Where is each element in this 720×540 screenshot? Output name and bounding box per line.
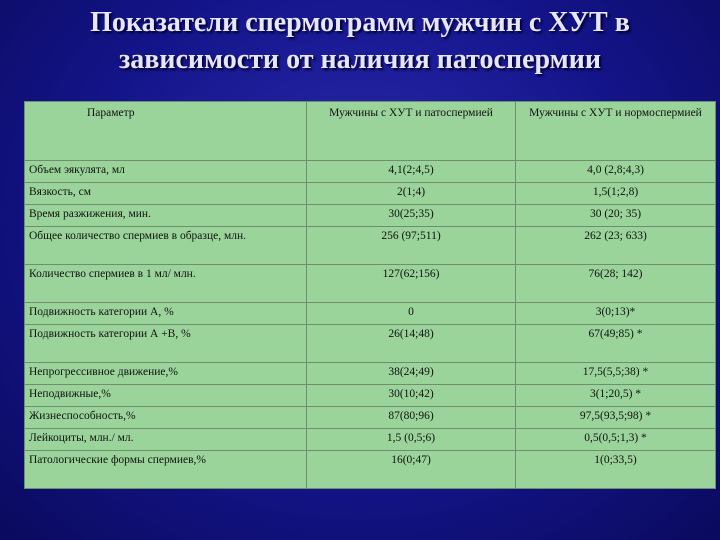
semen-parameters-table: Параметр Мужчины с ХУТ и патоспермией Му… [24, 101, 716, 489]
row-normospermia-value: 3(1;20,5) * [515, 384, 716, 407]
row-parameter: Общее количество спермиев в образце, млн… [24, 226, 307, 265]
table-row: Жизнеспособность,% 87(80;96) 97,5(93,5;9… [24, 406, 716, 429]
row-pathospermia-value: 16(0;47) [306, 450, 516, 489]
table-row: Подвижность категории А, % 0 3(0;13)* [24, 302, 716, 325]
table-row: Патологические формы спермиев,% 16(0;47)… [24, 450, 716, 489]
row-normospermia-value: 30 (20; 35) [515, 204, 716, 227]
row-pathospermia-value: 0 [306, 302, 516, 325]
table-row: Непрогрессивное движение,% 38(24;49) 17,… [24, 362, 716, 385]
table-row: Время разжижения, мин. 30(25;35) 30 (20;… [24, 204, 716, 227]
row-parameter: Подвижность категории А +В, % [24, 324, 307, 363]
table-row: Подвижность категории А +В, % 26(14;48) … [24, 324, 716, 363]
row-parameter: Лейкоциты, млн./ мл. [24, 428, 307, 451]
row-parameter: Вязкость, см [24, 182, 307, 205]
table-row: Общее количество спермиев в образце, млн… [24, 226, 716, 265]
header-parameter: Параметр [24, 101, 307, 161]
row-pathospermia-value: 127(62;156) [306, 264, 516, 303]
row-parameter: Жизнеспособность,% [24, 406, 307, 429]
row-normospermia-value: 4,0 (2,8;4,3) [515, 160, 716, 183]
row-normospermia-value: 3(0;13)* [515, 302, 716, 325]
row-parameter: Объем эякулята, мл [24, 160, 307, 183]
row-pathospermia-value: 26(14;48) [306, 324, 516, 363]
table-row: Количество спермиев в 1 мл/ млн. 127(62;… [24, 264, 716, 303]
row-pathospermia-value: 4,1(2;4,5) [306, 160, 516, 183]
row-parameter: Патологические формы спермиев,% [24, 450, 307, 489]
table-row: Неподвижные,% 30(10;42) 3(1;20,5) * [24, 384, 716, 407]
row-normospermia-value: 1(0;33,5) [515, 450, 716, 489]
row-normospermia-value: 17,5(5,5;38) * [515, 362, 716, 385]
row-parameter: Подвижность категории А, % [24, 302, 307, 325]
slide-title-line-1: Показатели спермограмм мужчин с ХУТ в [90, 7, 630, 38]
table-row: Объем эякулята, мл 4,1(2;4,5) 4,0 (2,8;4… [24, 160, 716, 183]
row-pathospermia-value: 38(24;49) [306, 362, 516, 385]
slide-title-line-2: зависимости от наличия патоспермии [118, 44, 602, 75]
row-pathospermia-value: 30(10;42) [306, 384, 516, 407]
row-normospermia-value: 1,5(1;2,8) [515, 182, 716, 205]
slide-title: Показатели спермограмм мужчин с ХУТ в за… [0, 4, 720, 78]
row-normospermia-value: 0,5(0,5;1,3) * [515, 428, 716, 451]
table-row: Лейкоциты, млн./ мл. 1,5 (0,5;6) 0,5(0,5… [24, 428, 716, 451]
row-parameter: Время разжижения, мин. [24, 204, 307, 227]
row-pathospermia-value: 1,5 (0,5;6) [306, 428, 516, 451]
row-parameter: Количество спермиев в 1 мл/ млн. [24, 264, 307, 303]
row-parameter: Неподвижные,% [24, 384, 307, 407]
table-row: Вязкость, см 2(1;4) 1,5(1;2,8) [24, 182, 716, 205]
header-normospermia: Мужчины с ХУТ и нормоспермией [515, 101, 716, 161]
table-header-row: Параметр Мужчины с ХУТ и патоспермией Му… [24, 101, 716, 161]
row-normospermia-value: 67(49;85) * [515, 324, 716, 363]
row-normospermia-value: 97,5(93,5;98) * [515, 406, 716, 429]
row-parameter: Непрогрессивное движение,% [24, 362, 307, 385]
row-pathospermia-value: 30(25;35) [306, 204, 516, 227]
row-pathospermia-value: 87(80;96) [306, 406, 516, 429]
row-pathospermia-value: 256 (97;511) [306, 226, 516, 265]
row-normospermia-value: 262 (23; 633) [515, 226, 716, 265]
row-normospermia-value: 76(28; 142) [515, 264, 716, 303]
header-pathospermia: Мужчины с ХУТ и патоспермией [306, 101, 516, 161]
row-pathospermia-value: 2(1;4) [306, 182, 516, 205]
